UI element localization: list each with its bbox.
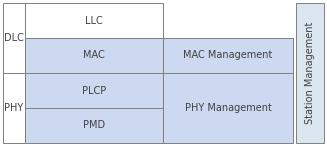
Bar	[25, 108, 163, 143]
Bar	[25, 38, 163, 73]
Text: PHY: PHY	[4, 103, 24, 113]
Text: PHY Management: PHY Management	[184, 103, 271, 113]
Text: MAC: MAC	[83, 51, 105, 60]
Bar	[25, 3, 163, 38]
Text: Station Management: Station Management	[305, 22, 315, 124]
Text: MAC Management: MAC Management	[183, 51, 273, 60]
Bar	[163, 38, 293, 73]
Text: PMD: PMD	[83, 120, 105, 131]
Text: DLC: DLC	[4, 33, 24, 43]
Bar	[296, 3, 324, 143]
Bar	[163, 73, 293, 143]
Text: PLCP: PLCP	[82, 86, 106, 95]
Bar	[25, 73, 163, 108]
Text: LLC: LLC	[85, 15, 103, 26]
Bar	[3, 73, 25, 143]
Bar	[3, 3, 25, 73]
